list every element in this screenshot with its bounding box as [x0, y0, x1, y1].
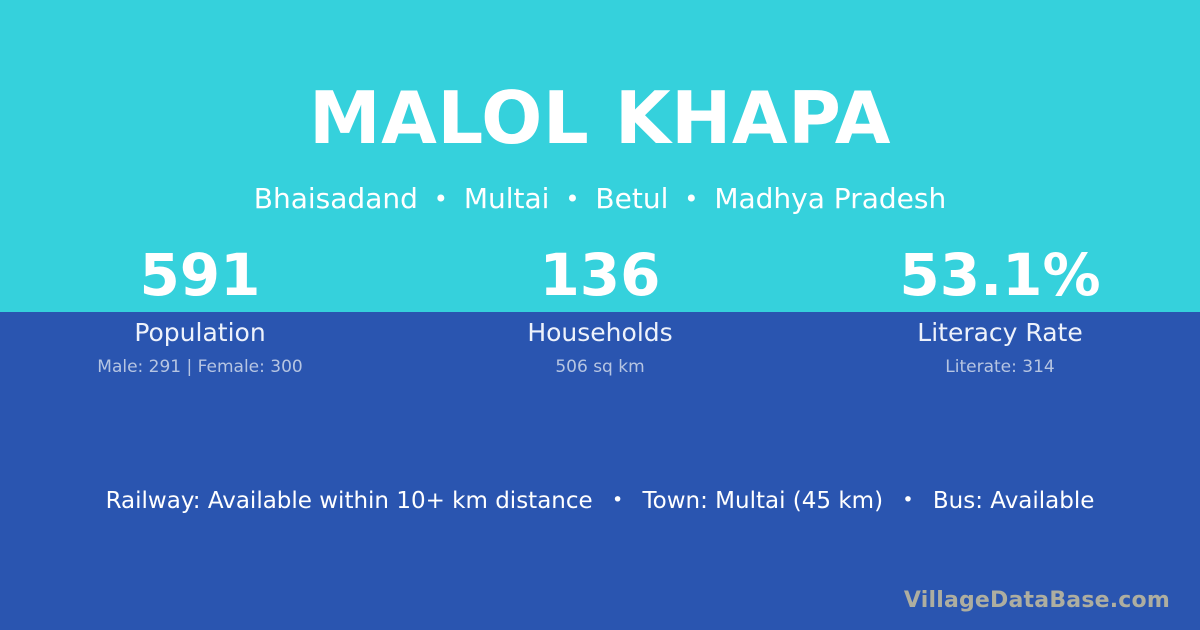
site-watermark: VillageDataBase.com [903, 588, 1170, 613]
info-bus: Bus: Available [932, 488, 1095, 514]
stat-value: 591 [139, 241, 261, 309]
stat-label: Population [134, 318, 266, 347]
stat-label: Households [527, 318, 673, 347]
bullet-separator-icon: • [611, 489, 624, 511]
bullet-separator-icon: • [684, 185, 699, 213]
stat-sublabel: Male: 291 | Female: 300 [97, 357, 303, 377]
page-title: MALOL KHAPA [309, 76, 891, 160]
stats-row: 591 Population Male: 291 | Female: 300 1… [0, 240, 1200, 379]
bullet-separator-icon: • [565, 185, 580, 213]
breadcrumb-part-district: Betul [595, 182, 669, 215]
stat-value: 136 [539, 241, 661, 309]
stat-literacy-rate: 53.1% Literacy Rate Literate: 314 [800, 240, 1200, 379]
stat-label: Literacy Rate [917, 318, 1083, 347]
connectivity-info-line: Railway: Available within 10+ km distanc… [0, 485, 1200, 516]
teal-header-band [0, 0, 1200, 312]
info-railway: Railway: Available within 10+ km distanc… [105, 488, 593, 514]
stat-value: 53.1% [899, 241, 1101, 309]
bullet-separator-icon: • [433, 185, 448, 213]
stat-households: 136 Households 506 sq km [400, 240, 800, 379]
stat-population: 591 Population Male: 291 | Female: 300 [0, 240, 400, 379]
info-town: Town: Multai (45 km) [642, 488, 884, 514]
breadcrumb-part-state: Madhya Pradesh [714, 182, 947, 215]
breadcrumb-part-block: Multai [463, 182, 550, 215]
bullet-separator-icon: • [902, 489, 914, 511]
location-breadcrumb: Bhaisadand • Multai • Betul • Madhya Pra… [0, 182, 1200, 216]
stat-sublabel: Literate: 314 [945, 357, 1055, 377]
breadcrumb-part-village: Bhaisadand [253, 182, 418, 215]
stat-sublabel: 506 sq km [555, 357, 645, 377]
